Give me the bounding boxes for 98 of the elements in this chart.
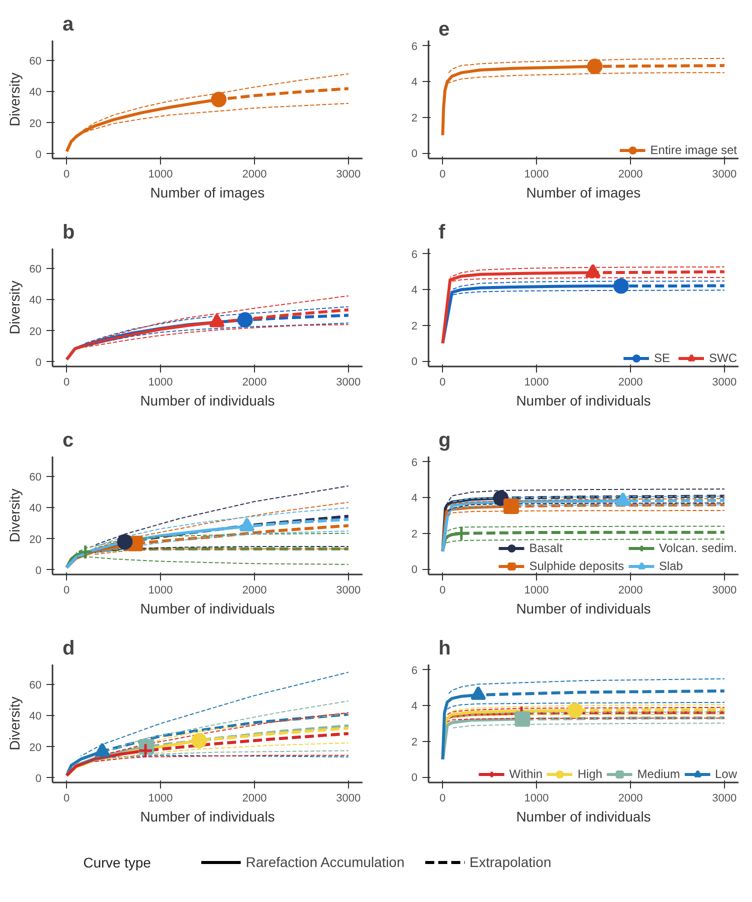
y-tick-label: 2 — [411, 528, 418, 540]
x-tick-label: 2000 — [618, 792, 643, 804]
y-tick-label: 0 — [411, 564, 418, 576]
y-axis-title: Diversity — [6, 72, 22, 126]
x-tick-label: 3000 — [336, 168, 361, 180]
x-tick-label: 2000 — [242, 792, 267, 804]
y-tick-label: 4 — [411, 492, 418, 505]
y-tick-label: 0 — [35, 772, 42, 785]
x-tick-label: 3000 — [712, 168, 737, 180]
y-tick-label: 0 — [411, 148, 418, 160]
y-tick-label: 4 — [411, 700, 418, 713]
chart-title: f — [438, 222, 446, 244]
legend-label: Basalt — [529, 541, 563, 555]
chart-title: a — [62, 14, 74, 36]
x-axis-title: Number of individuals — [516, 600, 651, 616]
chart-title: g — [438, 430, 451, 452]
x-tick-label: 3000 — [336, 376, 361, 388]
x-tick-label: 0 — [440, 168, 446, 180]
y-tick-label: 0 — [35, 564, 42, 577]
x-tick-label: 1000 — [148, 168, 173, 180]
x-tick-label: 0 — [64, 376, 70, 388]
x-tick-label: 0 — [64, 792, 70, 804]
legend-label: Rarefaction Accumulation — [246, 854, 405, 870]
legend-label: Entire image set — [650, 143, 737, 157]
y-tick-label: 40 — [29, 710, 42, 723]
y-tick-label: 40 — [29, 86, 42, 99]
x-tick-label: 1000 — [524, 792, 549, 804]
chart-title: c — [62, 430, 74, 452]
chart-title: b — [62, 222, 75, 244]
x-tick-label: 0 — [440, 792, 446, 804]
y-tick-label: 6 — [411, 248, 418, 261]
x-axis-title: Number of images — [526, 184, 641, 200]
legend-label: High — [578, 767, 602, 781]
chart-title: h — [438, 638, 451, 660]
legend-label: Within — [509, 767, 543, 781]
x-tick-label: 1000 — [524, 168, 549, 180]
legend-label: SWC — [709, 351, 737, 365]
y-tick-label: 0 — [35, 356, 42, 369]
y-tick-label: 60 — [29, 472, 42, 484]
x-tick-label: 3000 — [336, 584, 361, 596]
y-tick-label: 20 — [29, 326, 42, 338]
y-tick-label: 0 — [35, 148, 42, 161]
legend-label: Extrapolation — [470, 854, 552, 870]
y-tick-label: 4 — [411, 76, 418, 89]
x-axis-title: Number of individuals — [516, 808, 651, 824]
x-axis-title: Number of individuals — [140, 392, 275, 408]
y-tick-label: 6 — [411, 40, 418, 53]
y-tick-label: 60 — [29, 56, 42, 68]
y-tick-label: 2 — [411, 320, 418, 332]
x-tick-label: 3000 — [712, 792, 737, 804]
x-tick-label: 3000 — [712, 584, 737, 596]
y-tick-label: 2 — [411, 112, 418, 124]
y-axis-title: Diversity — [6, 696, 22, 750]
y-tick-label: 60 — [29, 680, 42, 692]
legend-label: Volcan. sedim. — [658, 541, 737, 555]
x-tick-label: 0 — [440, 376, 446, 388]
legend-title: Curve type — [83, 854, 152, 870]
y-tick-label: 20 — [29, 742, 42, 754]
x-tick-label: 1000 — [524, 584, 549, 596]
x-tick-label: 2000 — [618, 168, 643, 180]
y-tick-label: 20 — [29, 118, 42, 130]
x-axis-title: Number of individuals — [140, 600, 275, 616]
x-tick-label: 2000 — [618, 376, 643, 388]
y-tick-label: 20 — [29, 534, 42, 546]
y-tick-label: 40 — [29, 502, 42, 515]
chart-title: d — [62, 638, 75, 660]
x-tick-label: 0 — [64, 584, 70, 596]
x-tick-label: 2000 — [242, 168, 267, 180]
y-tick-label: 6 — [411, 664, 418, 677]
y-tick-label: 2 — [411, 736, 418, 748]
legend-label: Slab — [658, 559, 683, 573]
legend-label: Medium — [637, 767, 680, 781]
legend-label: Low — [714, 767, 737, 781]
y-tick-label: 60 — [29, 264, 42, 276]
x-tick-label: 0 — [64, 168, 70, 180]
x-tick-label: 2000 — [618, 584, 643, 596]
x-tick-label: 2000 — [242, 376, 267, 388]
chart-title: e — [438, 18, 450, 40]
legend-label: Sulphide deposits — [529, 559, 624, 573]
x-tick-label: 0 — [440, 584, 446, 596]
x-tick-label: 1000 — [148, 792, 173, 804]
y-tick-label: 4 — [411, 284, 418, 297]
legend-label: SE — [654, 351, 672, 365]
y-tick-label: 6 — [411, 456, 418, 469]
x-tick-label: 3000 — [336, 792, 361, 804]
y-axis-title: Diversity — [6, 488, 22, 542]
x-tick-label: 1000 — [148, 584, 173, 596]
y-tick-label: 0 — [411, 772, 418, 784]
x-tick-label: 2000 — [242, 584, 267, 596]
y-tick-label: 40 — [29, 294, 42, 307]
x-tick-label: 3000 — [712, 376, 737, 388]
x-axis-title: Number of individuals — [140, 808, 275, 824]
y-tick-label: 0 — [411, 356, 418, 368]
x-tick-label: 1000 — [148, 376, 173, 388]
x-axis-title: Number of images — [150, 184, 265, 200]
x-axis-title: Number of individuals — [516, 392, 651, 408]
x-tick-label: 1000 — [524, 376, 549, 388]
y-axis-title: Diversity — [6, 280, 22, 334]
